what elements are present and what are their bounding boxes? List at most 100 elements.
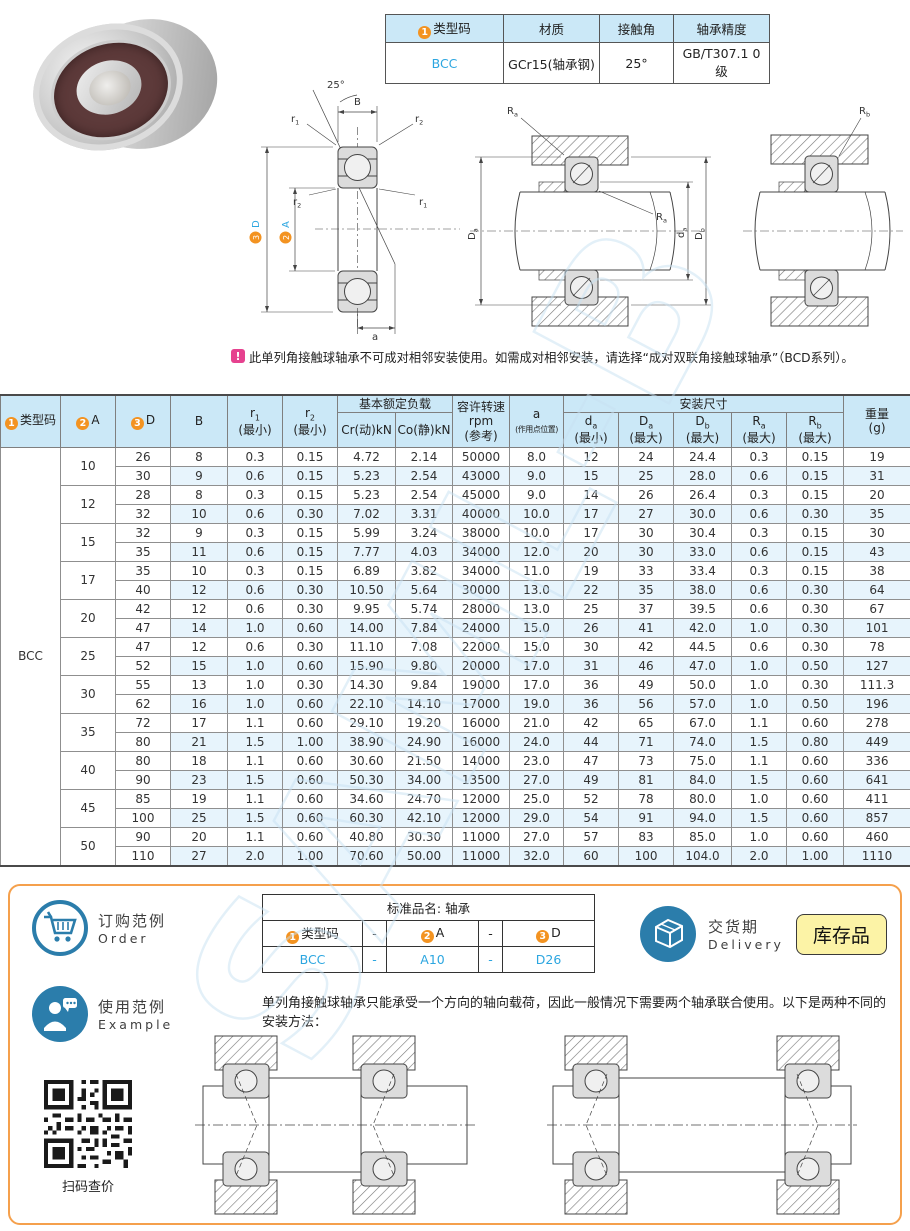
data-cell: 13 bbox=[170, 674, 228, 695]
col-header-da-min: da (最小) bbox=[563, 412, 620, 448]
svg-text:A: A bbox=[281, 221, 292, 228]
data-cell: 8 bbox=[170, 446, 228, 467]
table-row: 110 27 2.0 1.00 70.60 50.00 11000 32.0 60 100 104.… bbox=[1, 845, 910, 867]
data-cell: 1.0 bbox=[731, 788, 788, 809]
data-cell: 49 bbox=[563, 769, 620, 790]
r1-label: r1 bbox=[291, 114, 299, 127]
data-cell: 94.0 bbox=[673, 807, 733, 828]
bore-diameter-cell: 25 bbox=[60, 636, 116, 676]
data-cell: 0.15 bbox=[282, 541, 338, 562]
data-cell: 6.89 bbox=[337, 560, 396, 581]
data-cell: 42.10 bbox=[394, 807, 454, 828]
bore-diameter-cell: 17 bbox=[60, 560, 116, 600]
data-cell: 0.60 bbox=[786, 769, 845, 790]
table-row: 62 16 1.0 0.60 22.10 14.10 17000 19.0 36 56 57.0 1.… bbox=[1, 693, 910, 714]
data-cell: 0.60 bbox=[786, 788, 845, 809]
data-cell: 14.00 bbox=[337, 617, 396, 638]
outer-diameter-cell: 47 bbox=[115, 617, 171, 638]
data-cell: 14000 bbox=[452, 750, 511, 771]
col-header-type: 1 类型码 bbox=[0, 394, 61, 448]
data-cell: 12 bbox=[563, 446, 620, 467]
data-cell: 0.30 bbox=[282, 636, 338, 657]
r2-label-2: r2 bbox=[293, 197, 301, 210]
col-group-load: 基本额定负载 bbox=[336, 394, 454, 414]
outer-diameter-cell: 47 bbox=[115, 636, 171, 657]
data-cell: 19 bbox=[563, 560, 620, 581]
data-cell: 26.4 bbox=[673, 484, 733, 505]
data-cell: 7.08 bbox=[394, 636, 454, 657]
data-cell: 7.84 bbox=[394, 617, 454, 638]
ra-label: Ra bbox=[507, 106, 518, 119]
spec-value-precision: GB/T307.1 0级 bbox=[673, 42, 770, 84]
data-cell: 0.50 bbox=[786, 693, 845, 714]
table-row: 25 47 12 0.6 0.30 11.10 7.08 22000 15.0 30 42 44.5 0… bbox=[1, 636, 910, 676]
data-cell: 36 bbox=[563, 693, 620, 714]
data-cell: 3.82 bbox=[394, 560, 454, 581]
circled-3-icon: 3 bbox=[536, 929, 550, 943]
bearing-photo bbox=[14, 0, 235, 170]
data-cell: 15.90 bbox=[337, 655, 396, 676]
data-cell: 14 bbox=[563, 484, 620, 505]
data-cell: 25 bbox=[618, 465, 675, 486]
delivery-box-icon bbox=[640, 906, 696, 962]
data-cell: 41 bbox=[618, 617, 675, 638]
data-cell: 0.30 bbox=[786, 503, 845, 524]
data-cell: 29.10 bbox=[337, 712, 396, 733]
col-header-Rb-max: Rb (最大) bbox=[786, 412, 845, 448]
cart-icon bbox=[32, 900, 88, 956]
col-header-co: Co(静)kN bbox=[394, 412, 454, 448]
data-cell: 34.00 bbox=[394, 769, 454, 790]
data-cell: 0.30 bbox=[786, 617, 845, 638]
installation-diagram-2 bbox=[547, 1035, 857, 1215]
data-cell: 60.30 bbox=[337, 807, 396, 828]
bearing-section-diagram: 25° B r1 r2 r2 r1 3 D 2 A a bbox=[249, 80, 460, 342]
spec-header-type: 1 类型码 bbox=[385, 14, 504, 43]
bore-a-label: 2 A bbox=[279, 221, 292, 244]
data-cell: 20000 bbox=[452, 655, 511, 676]
data-cell: 24.4 bbox=[673, 446, 733, 467]
data-cell: 0.30 bbox=[786, 598, 845, 619]
col-header-Da-max: Da (最大) bbox=[618, 412, 675, 448]
data-cell: 35 bbox=[843, 503, 910, 524]
data-cell: 29.0 bbox=[509, 807, 565, 828]
data-cell: 81 bbox=[618, 769, 675, 790]
data-cell: 20 bbox=[563, 541, 620, 562]
bore-diameter-cell: 45 bbox=[60, 788, 116, 828]
table-row: 20 42 12 0.6 0.30 9.95 5.74 28000 13.0 25 37 39.5 0.… bbox=[1, 598, 910, 638]
data-cell: 2.54 bbox=[394, 484, 454, 505]
bore-diameter-cell: 15 bbox=[60, 522, 116, 562]
data-cell: 28000 bbox=[452, 598, 511, 619]
data-cell: 449 bbox=[843, 731, 910, 752]
data-cell: 13500 bbox=[452, 769, 511, 790]
order-header-dash: - bbox=[362, 920, 387, 947]
col-header-r1: r1 (最小) bbox=[227, 394, 283, 448]
table-row: 80 21 1.5 1.00 38.90 24.90 16000 24.0 44 71 74.0 1.… bbox=[1, 731, 910, 752]
data-cell: 0.6 bbox=[227, 465, 283, 486]
data-cell: 196 bbox=[843, 693, 910, 714]
data-cell: 5.74 bbox=[394, 598, 454, 619]
data-cell: 24.90 bbox=[394, 731, 454, 752]
data-cell: 1.0 bbox=[731, 693, 788, 714]
data-cell: 10.0 bbox=[509, 522, 565, 543]
data-cell: 0.60 bbox=[786, 712, 845, 733]
table-row: 45 85 19 1.1 0.60 34.60 24.70 12000 25.0 52 78 80.0… bbox=[1, 788, 910, 828]
table-row: 30 55 13 1.0 0.30 14.30 9.84 19000 17.0 36 49 50.0 1… bbox=[1, 674, 910, 714]
pairing-note-text: 此单列角接触球轴承不可成对相邻安装使用。如需成对相邻安装，请选择“成对双联角接触… bbox=[249, 351, 854, 365]
data-cell: 12 bbox=[170, 598, 228, 619]
data-cell: 30 bbox=[618, 522, 675, 543]
data-cell: 1.5 bbox=[227, 807, 283, 828]
data-cell: 25 bbox=[170, 807, 228, 828]
data-cell: 1.0 bbox=[227, 655, 283, 676]
col-header-r2: r2 (最小) bbox=[282, 394, 338, 448]
data-cell: 67 bbox=[843, 598, 910, 619]
outer-diameter-cell: 90 bbox=[115, 769, 171, 790]
data-cell: 15.0 bbox=[509, 617, 565, 638]
outer-diameter-cell: 62 bbox=[115, 693, 171, 714]
outer-diameter-cell: 32 bbox=[115, 522, 171, 543]
data-cell: 0.15 bbox=[786, 484, 845, 505]
data-cell: 46 bbox=[618, 655, 675, 676]
data-cell: 4.72 bbox=[337, 446, 396, 467]
